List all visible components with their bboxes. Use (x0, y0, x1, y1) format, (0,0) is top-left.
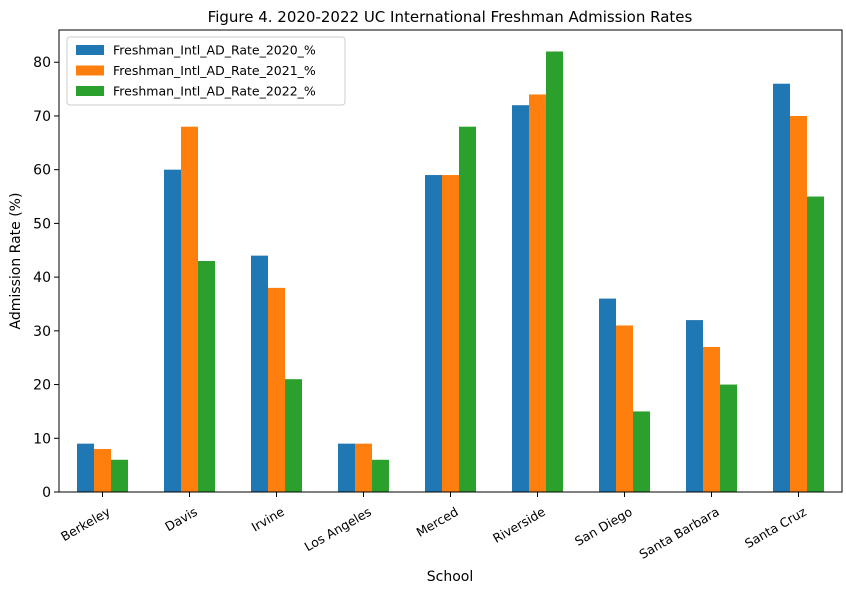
bar-merced-series-1 (425, 175, 442, 492)
y-tick-label: 60 (33, 163, 51, 179)
legend-swatch-1 (76, 45, 104, 55)
x-tick-label: Riverside (490, 504, 548, 546)
bar-irvine-series-3 (285, 379, 302, 492)
bar-berkeley-series-2 (94, 449, 111, 492)
bar-santa-cruz-series-1 (773, 83, 790, 492)
bar-san-diego-series-2 (616, 325, 633, 492)
bar-merced-series-3 (459, 126, 476, 492)
bar-los-angeles-series-2 (355, 443, 372, 492)
y-tick-label: 0 (42, 485, 51, 501)
y-tick-label: 80 (33, 55, 51, 71)
y-axis-label: Admission Rate (%) (8, 193, 24, 330)
legend-label-2: Freshman_Intl_AD_Rate_2021_% (113, 63, 316, 78)
y-tick-label: 10 (33, 431, 51, 447)
x-tick-label: Santa Cruz (742, 504, 809, 551)
legend-swatch-2 (76, 65, 104, 76)
bar-merced-series-2 (442, 175, 459, 492)
bar-los-angeles-series-3 (372, 459, 389, 492)
bar-davis-series-2 (181, 126, 198, 492)
bar-irvine-series-1 (251, 255, 268, 492)
x-tick-label: Berkeley (58, 504, 113, 545)
bar-riverside-series-2 (529, 94, 546, 492)
bar-santa-barbara-series-2 (703, 346, 720, 492)
legend-label-3: Freshman_Intl_AD_Rate_2022_% (113, 84, 316, 99)
bar-berkeley-series-1 (77, 443, 94, 492)
x-tick-label: Irvine (249, 504, 287, 535)
plot-area (58, 29, 843, 493)
legend-box (66, 36, 346, 106)
bar-san-diego-series-1 (599, 298, 616, 492)
bar-santa-barbara-series-3 (720, 384, 737, 492)
x-tick-label: San Diego (572, 504, 635, 549)
legend-swatch-3 (76, 86, 104, 96)
bar-santa-cruz-series-3 (807, 196, 824, 492)
bar-riverside-series-3 (546, 51, 563, 492)
x-axis-label: School (427, 569, 473, 585)
y-tick-label: 30 (33, 324, 51, 340)
bar-santa-cruz-series-2 (790, 115, 807, 492)
bar-berkeley-series-3 (111, 459, 128, 492)
x-tick-label: Merced (414, 504, 461, 540)
bar-los-angeles-series-1 (338, 443, 355, 492)
x-tick-label: Davis (162, 504, 200, 534)
bar-irvine-series-2 (268, 287, 285, 492)
chart-title: Figure 4. 2020-2022 UC International Fre… (208, 8, 693, 26)
bar-davis-series-3 (198, 261, 215, 492)
legend-label-1: Freshman_Intl_AD_Rate_2020_% (113, 43, 316, 58)
y-tick-label: 70 (33, 109, 51, 125)
legend: Freshman_Intl_AD_Rate_2020_% Freshman_Int… (66, 36, 346, 106)
y-tick-label: 40 (33, 270, 51, 286)
x-tick-label: Los Angeles (302, 504, 374, 554)
bar-riverside-series-1 (512, 105, 529, 493)
y-tick-label: 20 (33, 378, 51, 394)
x-tick-label: Santa Barbara (637, 504, 722, 562)
bar-davis-series-1 (164, 169, 181, 492)
bar-santa-barbara-series-1 (686, 320, 703, 492)
bar-san-diego-series-3 (633, 411, 650, 492)
y-tick-label: 50 (33, 216, 51, 232)
